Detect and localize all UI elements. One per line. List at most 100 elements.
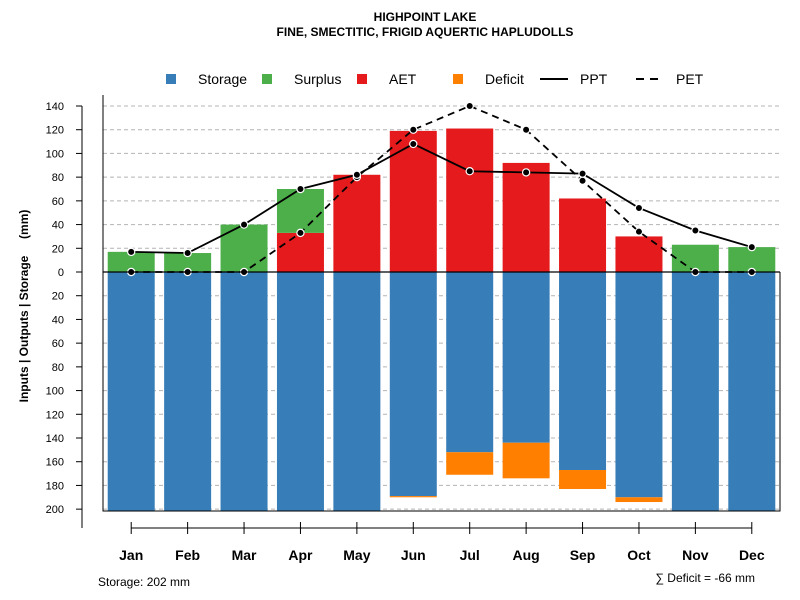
y-tick-label: 140 <box>46 433 64 445</box>
ppt-point-jun <box>409 139 418 149</box>
y-tick-label: 40 <box>52 220 64 232</box>
ppt-point-oct <box>634 203 644 213</box>
y-tick-label: 40 <box>52 314 64 326</box>
storage-bar-apr <box>276 272 324 512</box>
y-tick-label: 80 <box>52 172 64 184</box>
storage-bar-oct <box>615 272 663 498</box>
deficit-bar-aug <box>502 442 550 479</box>
surplus-bar-mar <box>220 224 268 272</box>
aet-bar-oct <box>615 236 663 272</box>
deficit-legend-swatch <box>453 74 463 84</box>
deficit-note: ∑ Deficit = -66 mm <box>655 571 755 585</box>
aet-bar-apr <box>276 232 324 272</box>
aet-bar-aug <box>502 162 550 272</box>
plot-frame <box>102 95 781 512</box>
storage-legend-label: Storage <box>198 71 247 87</box>
ppt-line <box>131 142 753 254</box>
y-tick-label: 60 <box>52 196 64 208</box>
storage-legend-swatch <box>166 74 176 84</box>
surplus-legend-swatch <box>262 74 272 84</box>
chart-subtitle: FINE, SMECTITIC, FRIGID AQUERTIC HAPLUDO… <box>277 25 574 39</box>
aet-bar-sep <box>559 198 607 272</box>
y-tick-label: 180 <box>46 480 64 492</box>
x-tick-label-nov: Nov <box>682 547 709 563</box>
storage-bar-aug <box>502 272 550 443</box>
storage-bar-mar <box>220 272 268 512</box>
pet-line <box>131 105 752 273</box>
storage-bar-feb <box>164 272 212 512</box>
legend: Storage Surplus AET Deficit PPT PET <box>166 71 704 87</box>
y-tick-label: 120 <box>46 125 64 137</box>
y-tick-label: 140 <box>46 101 64 113</box>
storage-bar-nov <box>671 272 719 512</box>
ppt-point-mar <box>239 220 249 229</box>
surplus-bar-jan <box>107 251 155 272</box>
ppt-point-jul <box>465 167 474 176</box>
pet-point-oct <box>634 227 644 236</box>
y-tick-label: 160 <box>46 457 64 469</box>
x-tick-label-aug: Aug <box>513 547 540 563</box>
ppt-point-feb <box>183 248 192 258</box>
deficit-bar-oct <box>615 497 663 503</box>
lines-group <box>127 101 756 277</box>
x-tick-label-jul: Jul <box>460 547 480 563</box>
aet-bar-may <box>333 174 381 272</box>
y-tick-label: 0 <box>58 267 64 279</box>
x-tick-label-feb: Feb <box>175 547 200 563</box>
aet-legend-label: AET <box>389 71 417 87</box>
storage-note: Storage: 202 mm <box>98 575 190 589</box>
storage-bar-may <box>333 272 381 512</box>
deficit-bar-jun <box>389 496 437 498</box>
x-tick-label-oct: Oct <box>627 547 651 563</box>
surplus-legend-label: Surplus <box>294 71 341 87</box>
grid-lines <box>103 105 780 510</box>
ppt-legend-label: PPT <box>580 71 608 87</box>
storage-bar-jul <box>446 272 494 453</box>
x-tick-label-mar: Mar <box>232 547 257 563</box>
y-axis-label: Inputs | Outputs | Storage (mm) <box>17 210 31 403</box>
pet-point-aug <box>521 125 531 134</box>
ppt-point-nov <box>691 226 700 235</box>
storage-bar-sep <box>559 272 607 471</box>
ppt-point-sep <box>578 169 587 178</box>
x-tick-label-jan: Jan <box>119 547 143 563</box>
pet-point-apr <box>296 228 305 238</box>
axes-group: 1401201008060402002040608010012014016018… <box>46 95 781 563</box>
ppt-point-jan <box>127 247 136 257</box>
ppt-point-may <box>352 170 362 179</box>
y-tick-label: 20 <box>52 243 64 255</box>
x-tick-label-may: May <box>343 547 370 563</box>
pet-point-sep <box>578 176 587 185</box>
x-tick-label-dec: Dec <box>739 547 765 563</box>
ppt-point-dec <box>747 242 756 252</box>
y-tick-label: 200 <box>46 504 64 516</box>
pet-point-jun <box>409 125 418 134</box>
pet-legend-label: PET <box>676 71 704 87</box>
ppt-point-aug <box>521 168 531 177</box>
storage-bar-jan <box>107 272 155 512</box>
storage-bar-dec <box>728 272 776 512</box>
surplus-bar-nov <box>671 244 719 272</box>
y-tick-label: 100 <box>46 386 64 398</box>
x-tick-label-sep: Sep <box>570 547 596 563</box>
deficit-bar-sep <box>559 470 607 489</box>
bars-group <box>107 128 776 512</box>
aet-legend-swatch <box>357 74 367 84</box>
ppt-point-apr <box>296 184 305 194</box>
pet-point-jul <box>465 101 474 111</box>
y-tick-label: 20 <box>52 291 64 303</box>
aet-bar-jun <box>389 130 437 272</box>
aet-bar-jul <box>446 128 494 272</box>
y-tick-label: 80 <box>52 362 64 374</box>
storage-bar-jun <box>389 272 437 497</box>
x-tick-label-apr: Apr <box>288 547 313 563</box>
surplus-bar-feb <box>164 253 212 272</box>
y-tick-label: 60 <box>52 338 64 350</box>
surplus-bar-apr <box>276 189 324 233</box>
x-tick-label-jun: Jun <box>401 547 426 563</box>
y-tick-label: 100 <box>46 148 64 160</box>
chart-title: HIGHPOINT LAKE <box>374 10 477 24</box>
y-tick-label: 120 <box>46 409 64 421</box>
deficit-bar-jul <box>446 452 494 475</box>
